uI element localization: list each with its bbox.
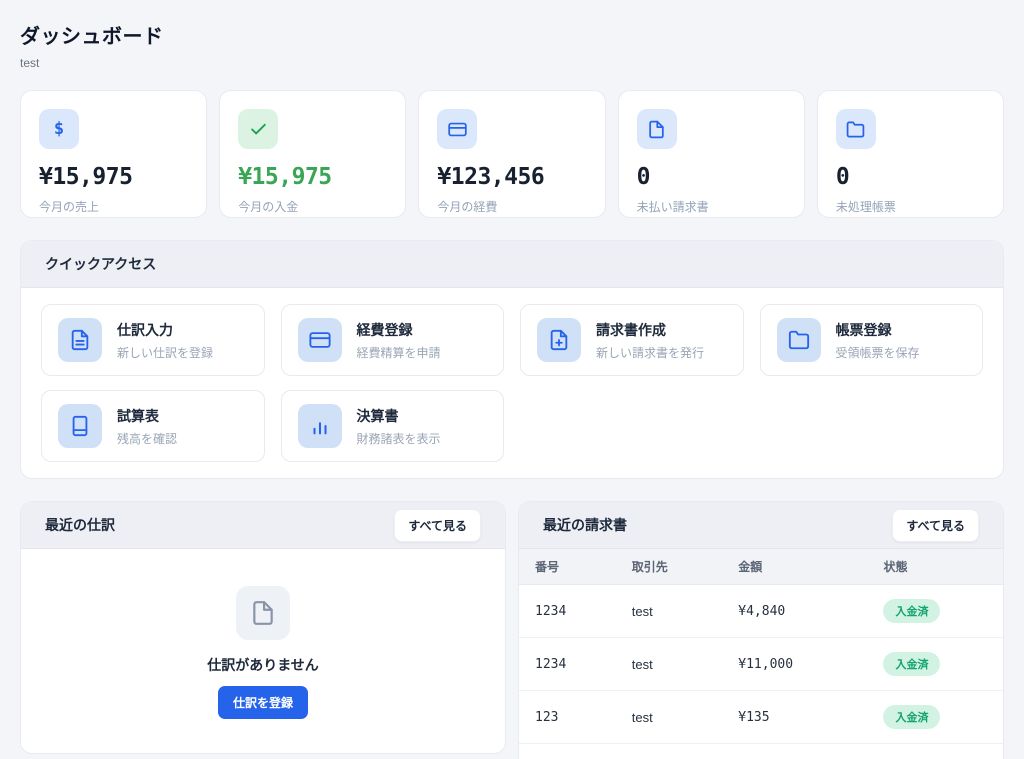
invoice-client: test [615,637,723,691]
recent-journals-panel: 最近の仕訳 すべて見る 仕訳がありません 仕訳を登録 [20,501,506,754]
quick-access-grid: 仕訳入力 新しい仕訳を登録 経費登録 経費精算を申請 請求書作成 [21,288,1003,478]
table-row[interactable]: 123 test ¥135 入金済 [519,690,1003,744]
bar-chart-icon [297,404,342,448]
stat-label: 未払い請求書 [636,200,709,214]
quick-card-create-invoice[interactable]: 請求書作成 新しい請求書を発行 [520,304,744,376]
quick-subtitle: 受領帳票を保存 [835,345,920,360]
quick-subtitle: 残高を確認 [117,431,178,446]
file-icon [636,109,677,149]
check-icon [238,109,279,149]
quick-subtitle: 新しい請求書を発行 [596,345,705,360]
quick-subtitle: 新しい仕訳を登録 [117,345,214,360]
credit-card-icon [297,318,342,362]
journals-view-all-button[interactable]: すべて見る [394,508,481,542]
stat-label: 今月の売上 [39,200,100,214]
stat-card-deposits: ¥15,975 今月の入金 [219,90,407,218]
quick-access-header: クイックアクセス [21,241,1003,288]
invoices-table: 番号 取引先 金額 状態 1234 test ¥4,840 入金済 1234 [519,549,1003,744]
table-row[interactable]: 1234 test ¥11,000 入金済 [519,637,1003,691]
quick-card-journal-entry[interactable]: 仕訳入力 新しい仕訳を登録 [41,304,265,376]
stat-card-unprocessed-docs: 0 未処理帳票 [816,90,1005,218]
recent-invoices-header: 最近の請求書 すべて見る [519,502,1003,549]
quick-title: 仕訳入力 [117,321,173,338]
page-title: ダッシュボード [20,26,164,48]
recent-invoices-panel: 最近の請求書 すべて見る 番号 取引先 金額 状態 1234 test [518,501,1004,759]
journals-empty-state: 仕訳がありません 仕訳を登録 [21,549,505,753]
column-header-number: 番号 [519,549,616,585]
recent-journals-header: 最近の仕訳 すべて見る [21,502,505,549]
status-badge: 入金済 [883,652,941,676]
stat-label: 今月の経費 [437,200,498,214]
invoices-view-all-button[interactable]: すべて見る [892,508,979,542]
quick-access-panel: クイックアクセス 仕訳入力 新しい仕訳を登録 経費登録 経費精算を申請 [20,240,1004,479]
dollar-glyph: $ [53,119,65,139]
stat-value: ¥123,456 [437,164,545,190]
quick-title: 決算書 [356,407,399,424]
invoice-amount: ¥4,840 [722,584,868,638]
stat-value: 0 [835,164,850,190]
quick-card-trial-balance[interactable]: 試算表 残高を確認 [41,390,265,462]
stat-value: ¥15,975 [238,164,332,190]
bottom-row: 最近の仕訳 すべて見る 仕訳がありません 仕訳を登録 最近の請求書 すべて見る … [20,501,1004,759]
stat-value: ¥15,975 [39,164,133,190]
file-icon [236,585,290,640]
quick-title: 試算表 [117,407,159,424]
book-icon [58,404,102,448]
credit-card-icon [437,109,478,149]
table-footer-space [519,744,1003,759]
stat-card-unpaid-invoices: 0 未払い請求書 [617,90,805,218]
invoice-client: test [615,584,723,638]
column-header-status: 状態 [867,549,1003,585]
stat-value: 0 [636,164,651,190]
column-header-client: 取引先 [615,549,723,585]
invoices-table-header-row: 番号 取引先 金額 状態 [519,549,1003,585]
quick-access-title: クイックアクセス [45,256,157,272]
file-text-icon [58,318,102,362]
register-journal-button[interactable]: 仕訳を登録 [217,685,308,719]
invoice-client: test [615,690,723,744]
invoice-number: 1234 [519,637,616,691]
stat-label: 今月の入金 [238,200,299,214]
quick-card-expense-register[interactable]: 経費登録 経費精算を申請 [280,304,504,376]
quick-subtitle: 財務諸表を表示 [356,431,441,446]
quick-card-financial-statements[interactable]: 決算書 財務諸表を表示 [280,390,504,462]
table-row[interactable]: 1234 test ¥4,840 入金済 [519,584,1003,638]
stat-label: 未処理帳票 [835,200,896,214]
quick-subtitle: 経費精算を申請 [356,345,441,360]
quick-title: 経費登録 [356,321,413,338]
stats-row: $ ¥15,975 今月の売上 ¥15,975 今月の入金 ¥123,456 今… [20,90,1005,218]
quick-card-register-document[interactable]: 帳票登録 受領帳票を保存 [759,304,983,376]
invoice-number: 1234 [519,584,616,638]
column-header-amount: 金額 [722,549,868,585]
invoice-amount: ¥135 [722,690,868,744]
invoice-amount: ¥11,000 [722,637,868,691]
quick-title: 請求書作成 [596,321,666,338]
folder-icon [776,318,821,362]
folder-icon [835,109,876,149]
dollar-icon: $ [39,109,79,149]
invoice-number: 123 [519,690,616,744]
stat-card-expenses: ¥123,456 今月の経費 [418,90,606,218]
status-badge: 入金済 [883,599,941,623]
stat-card-sales: $ ¥15,975 今月の売上 [20,90,208,218]
journals-empty-text: 仕訳がありません [207,656,319,673]
recent-journals-title: 最近の仕訳 [45,517,115,533]
page-subtitle: test [20,56,40,70]
recent-invoices-title: 最近の請求書 [543,517,627,533]
file-plus-icon [537,318,581,362]
status-badge: 入金済 [883,705,941,729]
quick-title: 帳票登録 [835,321,892,338]
